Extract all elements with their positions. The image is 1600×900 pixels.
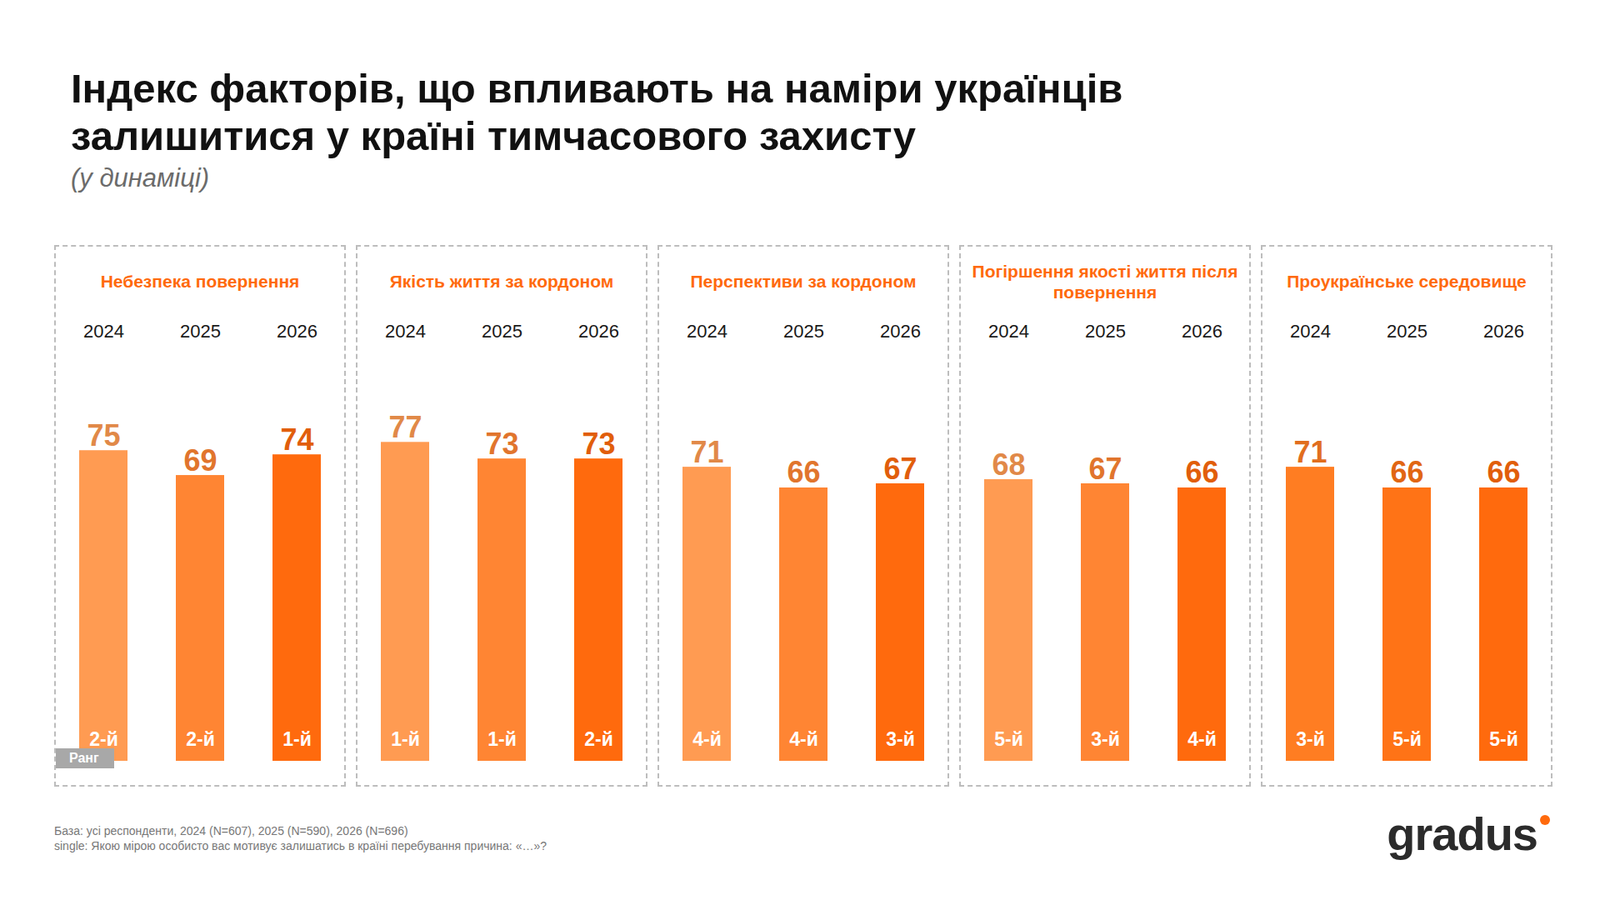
svg-text:2024: 2024: [83, 320, 125, 342]
svg-text:2-й: 2-й: [584, 728, 614, 750]
svg-text:3-й: 3-й: [885, 728, 915, 750]
html-text:Погіршення якості життя після: Погіршення якості життя після повернення: [972, 261, 1238, 302]
svg-text:3-й: 3-й: [1295, 728, 1325, 750]
svg-text:2024: 2024: [686, 320, 728, 342]
svg-text:4-й: 4-й: [1187, 728, 1217, 750]
svg-text:71: 71: [690, 435, 724, 470]
svg-text:77: 77: [388, 410, 422, 445]
svg-text:5-й: 5-й: [1392, 728, 1422, 750]
svg-text:1-й: 1-й: [390, 728, 420, 750]
svg-text:2024: 2024: [385, 320, 426, 342]
svg-text:3-й: 3-й: [1090, 728, 1120, 750]
svg-text:5-й: 5-й: [1489, 728, 1519, 750]
svg-text:4-й: 4-й: [789, 728, 819, 750]
html-text:Небезпека повернення: Небезпека повернення: [100, 272, 300, 292]
svg-text:68: 68: [991, 447, 1025, 482]
html-text:Індекс факторів, що впливають: Індекс факторів, що впливають на наміри …: [70, 65, 1123, 159]
svg-text:5-й: 5-й: [994, 728, 1024, 750]
svg-text:2025: 2025: [180, 320, 221, 342]
html-text:(у динаміці): (у динаміці): [70, 163, 210, 193]
html-text:Ранг: Ранг: [69, 750, 99, 765]
svg-text:2-й: 2-й: [89, 728, 119, 750]
svg-text:2026: 2026: [578, 320, 620, 342]
svg-text:66: 66: [1185, 455, 1219, 490]
html-text:Перспективи за кордоном: Перспективи за кордоном: [690, 272, 917, 292]
svg-text:2026: 2026: [276, 320, 318, 342]
svg-text:2026: 2026: [1483, 320, 1525, 342]
svg-text:66: 66: [786, 455, 820, 490]
svg-text:73: 73: [581, 426, 615, 461]
svg-text:67: 67: [883, 451, 917, 486]
svg-text:2025: 2025: [1085, 320, 1126, 342]
svg-text:1-й: 1-й: [487, 728, 517, 750]
svg-text:67: 67: [1088, 451, 1122, 486]
html-text:Якість життя за кордоном: Якість життя за кордоном: [389, 272, 614, 292]
svg-text:73: 73: [485, 426, 519, 461]
svg-text:2025: 2025: [481, 320, 523, 342]
svg-text:2025: 2025: [1386, 320, 1428, 342]
html-text:gradus: gradus: [1386, 807, 1538, 860]
svg-text:2024: 2024: [1290, 320, 1331, 342]
svg-text:69: 69: [183, 443, 217, 478]
svg-text:66: 66: [1390, 455, 1424, 490]
svg-text:2024: 2024: [988, 320, 1030, 342]
svg-text:75: 75: [86, 418, 120, 453]
html-text:Проукраїнське середовище: Проукраїнське середовище: [1286, 272, 1527, 292]
svg-text:2025: 2025: [783, 320, 825, 342]
html-text:single: Якою мірою особисто ва: single: Якою мірою особисто вас мотивує …: [54, 839, 547, 853]
svg-text:2026: 2026: [880, 320, 921, 342]
svg-text:1-й: 1-й: [282, 728, 312, 750]
svg-text:71: 71: [1293, 435, 1327, 470]
svg-text:74: 74: [280, 422, 314, 457]
svg-text:4-й: 4-й: [692, 728, 722, 750]
html-text:База: усі респонденти, 2024 (N: База: усі респонденти, 2024 (N=607), 202…: [54, 824, 408, 838]
svg-text:2-й: 2-й: [185, 728, 215, 750]
svg-text:2026: 2026: [1181, 320, 1223, 342]
svg-text:66: 66: [1486, 455, 1520, 490]
